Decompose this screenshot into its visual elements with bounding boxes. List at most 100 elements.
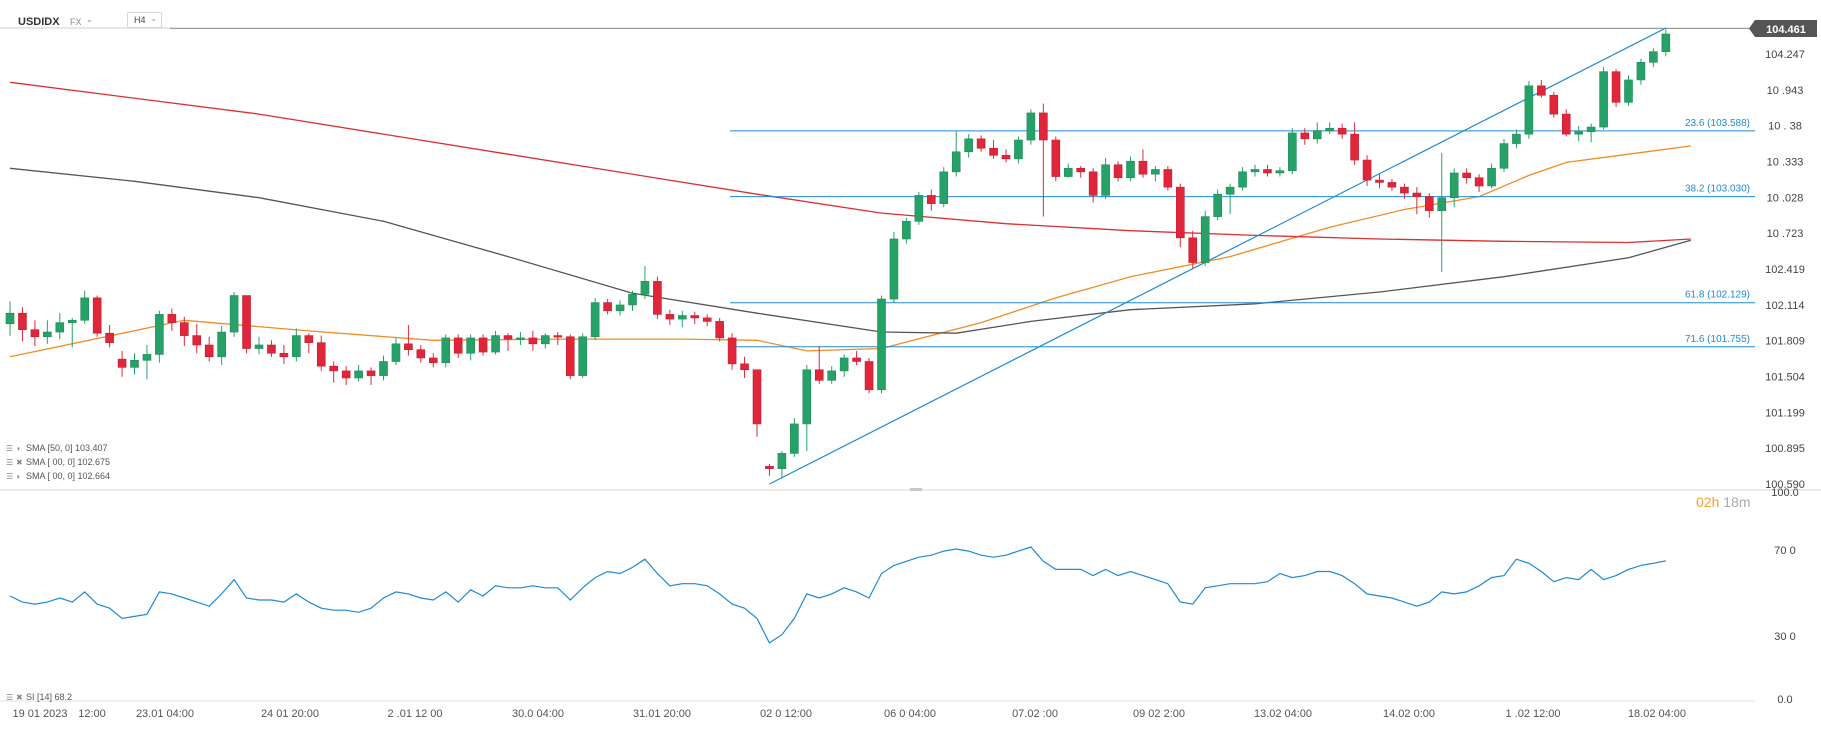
timeframe-select[interactable]: H4 ⌄ bbox=[127, 12, 162, 28]
candle-up bbox=[640, 281, 650, 295]
candle-down bbox=[702, 317, 712, 322]
candle-down bbox=[715, 321, 724, 339]
candle-down bbox=[1188, 237, 1198, 263]
time-tick-label: 30.0 04:00 bbox=[512, 708, 564, 720]
candle-down bbox=[565, 336, 575, 376]
time-tick-label: 06 0 04:00 bbox=[884, 708, 936, 720]
candle-down bbox=[192, 335, 202, 346]
candle-down bbox=[1400, 186, 1409, 194]
legend-sma-200[interactable]: ☰ ◗ SMA [ 00, 0] 102.664 bbox=[6, 471, 110, 481]
fib-label-3: 71.6 (101.755) bbox=[1685, 334, 1750, 345]
candle-down bbox=[814, 369, 824, 381]
candle-down bbox=[1088, 171, 1098, 196]
candle-down bbox=[503, 335, 513, 340]
candle-down bbox=[341, 370, 351, 379]
price-tick-label: 101.504 bbox=[1765, 372, 1805, 384]
candle-down bbox=[428, 357, 438, 363]
time-tick-label: 14.02 0:00 bbox=[1383, 708, 1435, 720]
sma-100-line bbox=[9, 167, 1691, 334]
legend-sma-100[interactable]: ☰ ✖ SMA [ 00, 0] 102.675 bbox=[6, 457, 110, 467]
price-tick-label: 100.895 bbox=[1765, 443, 1805, 455]
candle-up bbox=[877, 298, 886, 391]
candle-countdown: 02h 18m bbox=[1696, 494, 1750, 510]
candle-up bbox=[1524, 85, 1534, 135]
close-icon[interactable]: ✖ bbox=[16, 458, 23, 467]
candle-up bbox=[541, 335, 550, 345]
candle-up bbox=[466, 337, 475, 354]
candle-up bbox=[1599, 71, 1608, 128]
candle-up bbox=[1250, 169, 1260, 173]
candle-up bbox=[839, 357, 849, 372]
rsi-tick-label: 70 0 bbox=[1774, 545, 1795, 557]
legend-sma-200-label: SMA [ 00, 0] 102.664 bbox=[26, 471, 111, 481]
candle-down bbox=[852, 357, 861, 362]
candle-up bbox=[1213, 193, 1222, 217]
price-tick-label: 10 .943 bbox=[1767, 85, 1804, 97]
candle-down bbox=[1425, 196, 1434, 212]
candle-up bbox=[1449, 172, 1459, 199]
candle-up bbox=[516, 337, 525, 340]
candle-up bbox=[1574, 131, 1583, 135]
candle-up bbox=[130, 360, 139, 368]
candle-down bbox=[1537, 85, 1546, 96]
candle-up bbox=[1126, 160, 1135, 179]
candle-up bbox=[790, 423, 799, 454]
candle-down bbox=[304, 335, 314, 343]
menu-icon[interactable]: ☰ bbox=[6, 693, 14, 702]
market-label: FX bbox=[70, 17, 82, 27]
candle-down bbox=[976, 138, 986, 149]
visibility-icon[interactable]: ◗ bbox=[16, 472, 21, 481]
legend-sma-100-label: SMA [ 00, 0] 102.675 bbox=[26, 457, 111, 467]
time-tick-label: 07.02 :00 bbox=[1012, 708, 1058, 720]
candle-down bbox=[267, 344, 276, 354]
panel-resize-handle[interactable] bbox=[910, 488, 922, 491]
candle-up bbox=[1661, 33, 1671, 52]
candle-down bbox=[1300, 132, 1310, 140]
candle-up bbox=[1312, 130, 1322, 140]
menu-icon[interactable]: ☰ bbox=[6, 444, 14, 453]
candle-down bbox=[1350, 133, 1359, 161]
candle-down bbox=[989, 147, 998, 156]
candle-up bbox=[5, 312, 15, 325]
candle-up bbox=[155, 314, 164, 355]
candle-up bbox=[391, 343, 401, 362]
time-tick-label: 1 .02 12:00 bbox=[1505, 708, 1560, 720]
close-icon[interactable]: ✖ bbox=[16, 693, 23, 702]
candle-down bbox=[1051, 139, 1061, 177]
candle-down bbox=[366, 370, 376, 376]
candle-down bbox=[1163, 169, 1173, 188]
time-tick-label: 23.01 04:00 bbox=[136, 708, 194, 720]
symbol-label[interactable]: USDIDX bbox=[18, 16, 60, 28]
fib-label-2: 61.8 (102.129) bbox=[1685, 290, 1750, 301]
price-tick-label: 101.809 bbox=[1765, 336, 1805, 348]
sma-200-line bbox=[9, 81, 1691, 244]
candle-down bbox=[1412, 192, 1422, 197]
menu-icon[interactable]: ☰ bbox=[6, 458, 14, 467]
sma-50-line bbox=[9, 145, 1691, 358]
time-tick-label: 02 0 12:00 bbox=[760, 708, 812, 720]
legend-rsi-label: SI [14] 68.2 bbox=[26, 692, 73, 702]
candle-down bbox=[665, 314, 675, 320]
price-tick-label: 100.590 bbox=[1765, 479, 1805, 491]
candle-up bbox=[1225, 186, 1235, 195]
current-price-value: 104.461 bbox=[1766, 24, 1806, 36]
candle-up bbox=[578, 336, 588, 376]
candle-down bbox=[329, 365, 339, 372]
trend-line bbox=[769, 27, 1667, 485]
price-tick-label: 101.199 bbox=[1765, 407, 1805, 419]
visibility-icon[interactable]: ◖ bbox=[16, 444, 21, 453]
price-tick-label: 10 .333 bbox=[1767, 157, 1804, 169]
menu-icon[interactable]: ☰ bbox=[6, 472, 14, 481]
candle-up bbox=[441, 337, 451, 363]
legend-sma-50[interactable]: ☰ ◖ SMA [50, 0] 103.407 bbox=[6, 443, 108, 453]
candle-down bbox=[765, 466, 774, 469]
candle-down bbox=[1387, 182, 1397, 188]
rsi-line bbox=[9, 546, 1666, 644]
candle-down bbox=[105, 332, 114, 343]
candle-down bbox=[1076, 167, 1085, 173]
candle-up bbox=[827, 370, 837, 381]
chevron-down-icon[interactable]: ⌄ bbox=[86, 15, 93, 24]
legend-rsi[interactable]: ☰ ✖ SI [14] 68.2 bbox=[6, 692, 72, 702]
candle-up bbox=[1325, 127, 1334, 131]
